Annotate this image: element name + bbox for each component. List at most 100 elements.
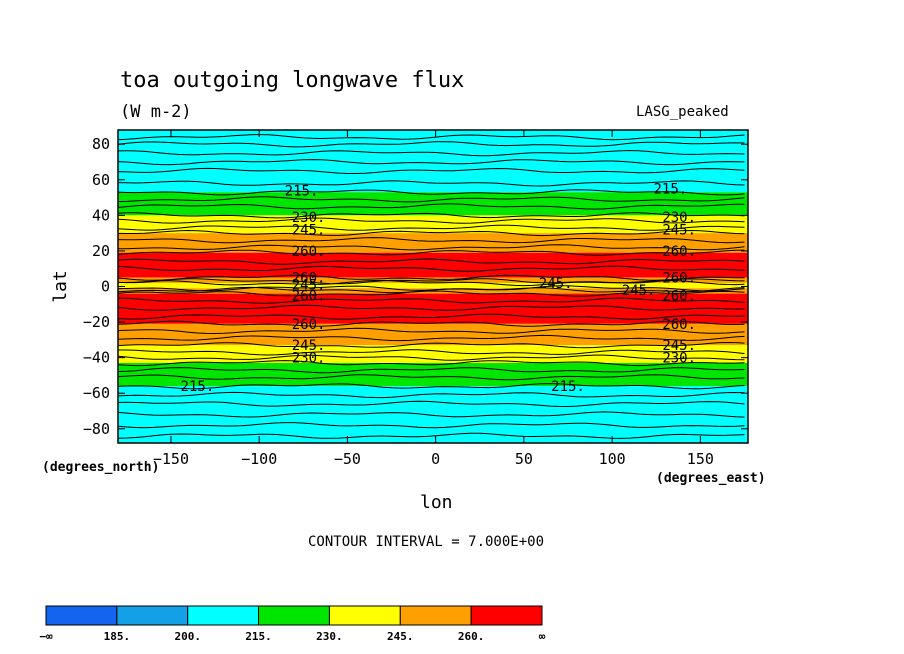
contour-label: 245. [292, 223, 326, 239]
y-tick-label: 0 [101, 278, 110, 296]
colorbar-swatch [470, 605, 543, 626]
chart-title: toa outgoing longwave flux [120, 68, 465, 93]
contour-line [118, 279, 745, 287]
contour-label: 260. [662, 244, 696, 260]
x-tick-label: 100 [599, 450, 626, 468]
contour-label: 245. [622, 283, 656, 299]
contour-line [117, 286, 745, 294]
contour-line [117, 149, 745, 157]
band-5 [118, 277, 748, 283]
contour-interval: CONTOUR INTERVAL = 7.000E+00 [308, 534, 545, 550]
colorbar-swatch [399, 605, 472, 626]
y-tick-label: −20 [83, 313, 110, 331]
contour-line [118, 349, 745, 356]
contour-line [117, 400, 745, 408]
band-6 [118, 282, 748, 289]
colorbar-label: 260. [458, 630, 485, 643]
y-tick-label: 80 [92, 135, 110, 153]
contour-line [117, 313, 745, 320]
contour-line [117, 383, 745, 390]
contour-label: 260. [292, 317, 326, 333]
contour-line [117, 290, 745, 297]
x-tick-label: −50 [334, 450, 361, 468]
y-tick-label: 20 [92, 242, 110, 260]
contour-line [117, 244, 745, 251]
contour-line [117, 141, 745, 148]
colorbar-swatch [45, 605, 118, 626]
contour-label: 260. [662, 271, 696, 287]
colorbar-label: ∞ [539, 630, 546, 643]
y-tick-label: −40 [83, 349, 110, 367]
contour-line [117, 196, 745, 203]
contour-line [117, 212, 745, 219]
contour-line [117, 203, 745, 210]
y-tick-label: −80 [83, 420, 110, 438]
y-tick-label: 60 [92, 171, 110, 189]
colorbar-label: 230. [316, 630, 343, 643]
contour-line [117, 432, 745, 439]
band-1 [118, 192, 748, 216]
x-tick-label: 50 [515, 450, 533, 468]
contour-label: 260. [662, 317, 696, 333]
contour-label: 245. [662, 338, 696, 354]
contour-label: 260. [292, 271, 326, 287]
contour-label: 215. [181, 379, 215, 395]
contour-label: 260. [662, 288, 696, 304]
contour-line [117, 327, 745, 335]
colorbar-label: −∞ [39, 630, 53, 643]
contour-line [117, 249, 745, 256]
contour-line [117, 258, 745, 265]
contour-line [117, 134, 745, 141]
contour-line [117, 354, 745, 361]
contour-label: 245. [292, 278, 326, 294]
contour-line [117, 180, 745, 187]
contour-line [117, 334, 745, 342]
contour-label: 230. [662, 210, 696, 226]
contour-line [117, 304, 745, 311]
x-tick-label: −150 [153, 450, 189, 468]
band-11 [118, 362, 748, 387]
contour-line [117, 159, 745, 166]
dataset-name: LASG_peaked [636, 104, 729, 120]
colorbar-label: 200. [174, 630, 201, 643]
contour-label: 215. [285, 183, 319, 199]
colorbar-swatch [116, 605, 189, 626]
contour-line [117, 360, 745, 367]
x-tick-label: −100 [241, 450, 277, 468]
band-4 [118, 252, 748, 278]
x-axis-label: lon [420, 492, 453, 513]
contour-line [117, 229, 745, 237]
contour-label: 245. [292, 338, 326, 354]
x-tick-label: 150 [687, 450, 714, 468]
y-tick-label: −60 [83, 384, 110, 402]
contour-line [117, 391, 745, 399]
contour-line [117, 237, 745, 244]
contour-line [117, 320, 745, 327]
x-axis-units: (degrees_east) [656, 471, 766, 486]
contour-line [117, 278, 745, 285]
contour-label: 245. [539, 276, 573, 292]
x-tick-label: 0 [431, 450, 440, 468]
contour-line [117, 217, 745, 224]
band-3 [118, 233, 748, 253]
contour-label: 230. [292, 210, 326, 226]
contour-line [117, 265, 745, 272]
contour-line [117, 167, 745, 174]
colorbar-label: 215. [245, 630, 272, 643]
contour-line [117, 274, 745, 281]
colorbar-label: 185. [104, 630, 131, 643]
contour-line [117, 374, 745, 381]
contour-label: 215. [653, 182, 687, 198]
contour-label: 260. [292, 288, 326, 304]
contour-line [117, 297, 745, 304]
colorbar-swatch [328, 605, 401, 626]
contour-line [117, 422, 745, 429]
chart-units: (W m-2) [120, 102, 192, 122]
band-9 [118, 323, 748, 346]
contour-label: 230. [662, 351, 696, 367]
y-axis-units: (degrees_north) [42, 460, 160, 475]
y-tick-label: 40 [92, 206, 110, 224]
colorbar-label: 245. [387, 630, 414, 643]
contour-label: 230. [292, 351, 326, 367]
